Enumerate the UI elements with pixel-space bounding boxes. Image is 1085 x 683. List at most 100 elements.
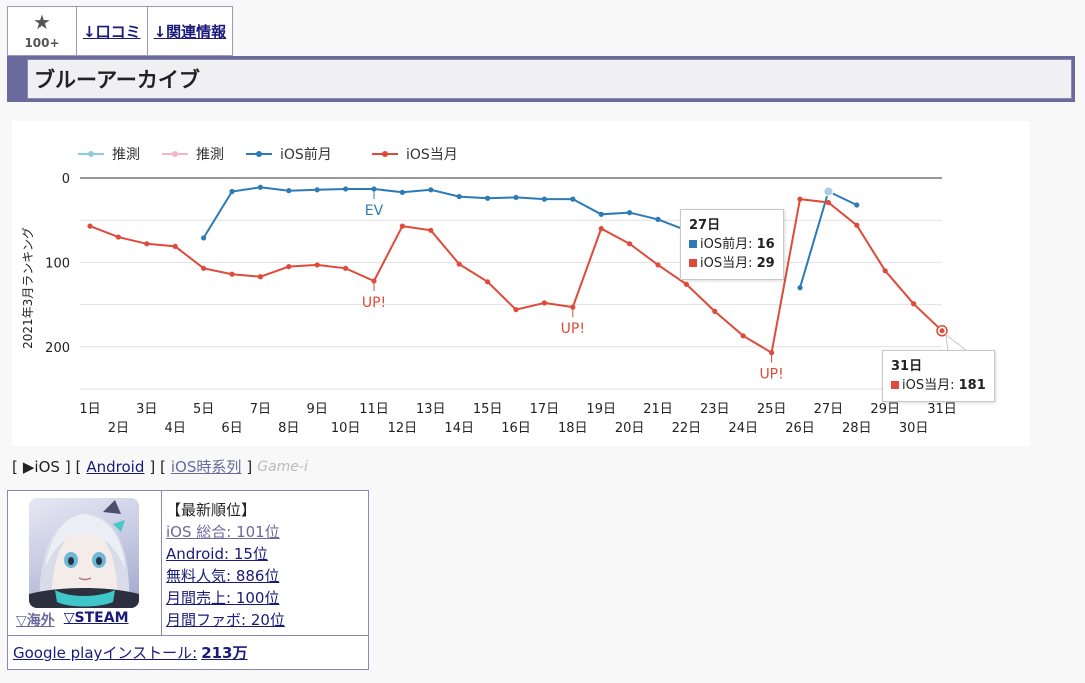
data-point: [570, 196, 576, 202]
data-point: [513, 307, 519, 313]
legend-marker: [88, 151, 94, 157]
x-tick-label: 27日: [814, 402, 844, 417]
x-tick-label: 13日: [416, 402, 446, 417]
top-tabs: ★ 100+ ↓口コミ ↓関連情報: [7, 6, 234, 56]
tooltip-label: iOS当月: [902, 378, 951, 393]
data-point: [144, 241, 150, 247]
chart-svg: 0 100 200 2021年3月ランキング 1日 2日 3日 4日 5日 6日 7日 8日 9日10日…: [21, 146, 969, 436]
data-point: [485, 279, 491, 285]
data-point: [570, 304, 576, 310]
data-point: [655, 216, 661, 222]
data-point: [541, 300, 548, 306]
data-point: [172, 243, 178, 249]
series-line: [89, 197, 943, 355]
data-point: [399, 189, 405, 195]
data-point: [598, 211, 604, 217]
data-point: [513, 194, 519, 201]
data-point: [712, 308, 718, 314]
platform-switch: [ ▶iOS ] [ Android ] [ iOS時系列 ] Game-i: [12, 456, 308, 477]
data-point: [257, 184, 263, 190]
hover-marker: [823, 186, 834, 197]
data-point: [797, 196, 803, 202]
tooltip-row: iOS当月: 29: [689, 254, 775, 273]
hover-marker-dot: [939, 328, 945, 334]
x-tick-label: 6日: [221, 421, 242, 436]
annotation-label: EV: [365, 203, 384, 219]
data-point: [343, 265, 349, 271]
x-tick-label: 16日: [501, 421, 531, 436]
data-point: [598, 226, 604, 232]
x-tick-label: 2日: [108, 421, 129, 436]
x-tick-label: 9日: [307, 402, 328, 417]
steam-link[interactable]: ▽STEAM: [63, 610, 129, 626]
title-bar: ブルーアーカイブ: [7, 56, 1075, 102]
tooltip-title: 31日: [891, 359, 923, 374]
data-point: [456, 193, 462, 200]
tooltip-row: iOS当月: 181: [891, 376, 986, 395]
app-info-left: ▽海外 ▽STEAM: [8, 491, 162, 635]
ranking-monthly-sales[interactable]: 月間売上: 100位: [166, 589, 280, 607]
x-tick-label: 14日: [444, 421, 474, 436]
data-point: [797, 285, 803, 291]
legend-label: 推測: [196, 147, 224, 163]
data-point: [343, 186, 349, 192]
page-title: ブルーアーカイブ: [27, 59, 1072, 99]
x-tick-label: 20日: [615, 421, 645, 436]
data-point: [399, 223, 405, 229]
tooltip-label: iOS当月: [700, 256, 749, 271]
x-tick-label: 21日: [643, 402, 673, 417]
data-point: [201, 235, 207, 241]
data-point: [825, 199, 832, 206]
data-point: [769, 350, 775, 356]
legend-label: 推測: [112, 147, 140, 163]
bracket: [: [12, 457, 18, 476]
ios-timeseries-link[interactable]: iOS時系列: [170, 458, 242, 476]
x-tick-label: 26日: [785, 421, 815, 436]
x-tick-label: 19日: [586, 402, 616, 417]
ranking-ios-overall[interactable]: iOS 総合: 101位: [166, 523, 280, 541]
current-platform-ios: ▶iOS: [22, 457, 60, 476]
data-point: [286, 188, 292, 194]
y-tick-label: 200: [45, 341, 70, 356]
data-point: [115, 234, 121, 240]
rankings-header: 【最新順位】: [166, 501, 257, 519]
star-icon: ★: [33, 10, 51, 34]
x-tick-label: 23日: [700, 402, 730, 417]
data-point: [854, 222, 860, 228]
ranking-android[interactable]: Android: 15位: [166, 545, 268, 563]
reviews-link[interactable]: ↓口コミ: [77, 7, 148, 55]
x-tick-label: 11日: [359, 402, 389, 417]
favorite-button[interactable]: ★ 100+: [8, 7, 77, 55]
y-tick-label: 100: [45, 256, 70, 271]
tooltip-value: 29: [756, 256, 775, 271]
legend-label: iOS当月: [406, 147, 458, 163]
android-link[interactable]: Android: [86, 457, 145, 476]
data-point: [201, 265, 207, 271]
x-tick-label: 12日: [388, 421, 418, 436]
tooltip-row: iOS前月: 16: [689, 235, 775, 254]
x-tick-label: 28日: [842, 421, 872, 436]
x-tick-label: 7日: [250, 402, 271, 417]
ranking-chart: 0 100 200 2021年3月ランキング 1日 2日 3日 4日 5日 6日 7日 8日 9日 10日…: [12, 121, 1030, 446]
x-tick-label: 18日: [558, 421, 588, 436]
x-tick-label: 24日: [728, 421, 758, 436]
legend-swatch: [689, 259, 697, 267]
annotation-label: UP!: [362, 295, 386, 311]
external-links: ▽海外 ▽STEAM: [16, 610, 129, 630]
x-tick-label: 22日: [672, 421, 702, 436]
x-tick-label: 5日: [193, 402, 214, 417]
data-point: [740, 333, 746, 339]
google-play-installs[interactable]: Google playインストール: 213万: [8, 635, 368, 669]
legend-marker: [256, 151, 262, 157]
x-tick-label: 3日: [136, 402, 157, 417]
data-point: [911, 301, 917, 307]
overseas-link[interactable]: ▽海外: [16, 613, 55, 629]
tooltip-value: 16: [756, 237, 775, 252]
ranking-monthly-fav[interactable]: 月間ファボ: 20位: [166, 611, 285, 629]
data-point: [229, 271, 235, 277]
ranking-free-popular[interactable]: 無料人気: 886位: [166, 567, 280, 585]
data-point: [485, 195, 491, 201]
app-avatar-icon[interactable]: [29, 498, 139, 608]
latest-rankings: 【最新順位】 iOS 総合: 101位 Android: 15位 無料人気: 8…: [166, 499, 285, 631]
related-info-link[interactable]: ↓関連情報: [153, 22, 227, 41]
